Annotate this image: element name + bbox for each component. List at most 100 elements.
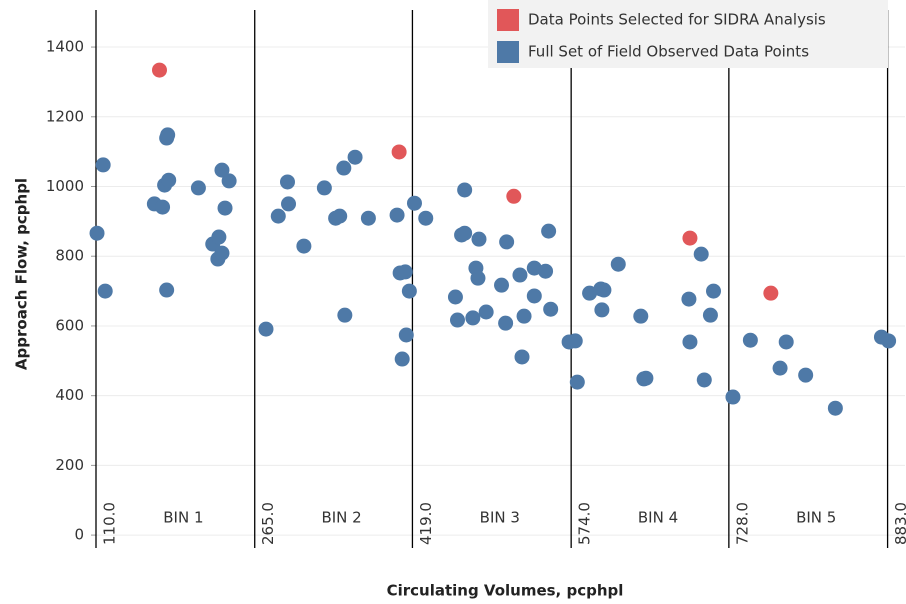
point xyxy=(217,200,233,216)
bin-label: BIN 5 xyxy=(796,509,836,527)
point xyxy=(512,267,528,283)
point xyxy=(155,199,171,215)
legend-label: Full Set of Field Observed Data Points xyxy=(528,43,809,61)
point xyxy=(95,157,111,173)
point xyxy=(702,307,718,323)
point xyxy=(567,333,583,349)
y-tick-label: 400 xyxy=(55,386,84,404)
point xyxy=(406,195,422,211)
point xyxy=(470,270,486,286)
point xyxy=(401,283,417,299)
point xyxy=(569,374,585,390)
y-axis-title: Approach Flow, pcphpl xyxy=(13,178,31,370)
legend-swatch xyxy=(497,9,519,31)
bin-edge-label: 883.0 xyxy=(892,502,906,545)
point xyxy=(582,285,598,301)
y-tick-label: 200 xyxy=(55,456,84,474)
bin-label: BIN 3 xyxy=(480,509,520,527)
point xyxy=(447,289,463,305)
point xyxy=(506,188,522,204)
point xyxy=(336,160,352,176)
point xyxy=(418,210,434,226)
point xyxy=(161,172,177,188)
point xyxy=(541,223,557,239)
point xyxy=(89,225,105,241)
point xyxy=(360,210,376,226)
point xyxy=(316,180,332,196)
point xyxy=(471,231,487,247)
point xyxy=(389,207,405,223)
point xyxy=(478,304,494,320)
point xyxy=(190,180,206,196)
point xyxy=(214,162,230,178)
point xyxy=(279,174,295,190)
point xyxy=(211,229,227,245)
x-axis-title: Circulating Volumes, pcphpl xyxy=(387,582,624,600)
point xyxy=(742,332,758,348)
point xyxy=(397,264,413,280)
point xyxy=(498,315,514,331)
bin-edge-label: 419.0 xyxy=(417,502,435,545)
point xyxy=(516,308,532,324)
point xyxy=(160,127,176,143)
point xyxy=(681,291,697,307)
point xyxy=(214,245,230,261)
point xyxy=(596,282,612,298)
bin-edge-label: 110.0 xyxy=(101,502,119,545)
point xyxy=(798,367,814,383)
point xyxy=(638,370,654,386)
bin-label: BIN 2 xyxy=(321,509,361,527)
point xyxy=(494,277,510,293)
y-tick-label: 1000 xyxy=(46,177,84,195)
legend-swatch xyxy=(497,41,519,63)
point xyxy=(332,208,348,224)
bin-label: BIN 1 xyxy=(163,509,203,527)
point xyxy=(725,389,741,405)
point xyxy=(449,312,465,328)
point xyxy=(633,308,649,324)
point xyxy=(394,351,410,367)
point xyxy=(337,307,353,323)
point xyxy=(682,334,698,350)
point xyxy=(398,327,414,343)
legend-box xyxy=(488,0,888,68)
point xyxy=(693,246,709,262)
point xyxy=(457,182,473,198)
point xyxy=(221,173,237,189)
bin-edge-label: 265.0 xyxy=(259,502,277,545)
point xyxy=(881,333,897,349)
point xyxy=(526,260,542,276)
point xyxy=(465,310,481,326)
point xyxy=(296,238,312,254)
point xyxy=(594,302,610,318)
y-tick-label: 800 xyxy=(55,247,84,265)
point xyxy=(151,62,167,78)
point xyxy=(538,263,554,279)
y-tick-label: 1200 xyxy=(46,107,84,125)
point xyxy=(391,144,407,160)
point xyxy=(682,230,698,246)
bin-edge-label: 574.0 xyxy=(576,502,594,545)
point xyxy=(514,349,530,365)
point xyxy=(763,285,779,301)
bin-edge-label: 728.0 xyxy=(733,502,751,545)
y-tick-label: 1400 xyxy=(46,38,84,56)
point xyxy=(499,234,515,250)
point xyxy=(772,360,788,376)
point xyxy=(778,334,794,350)
point xyxy=(457,225,473,241)
y-tick-label: 0 xyxy=(74,526,84,544)
point xyxy=(610,256,626,272)
point xyxy=(270,208,286,224)
point xyxy=(706,283,722,299)
point xyxy=(258,321,274,337)
point xyxy=(827,400,843,416)
y-tick-label: 600 xyxy=(55,316,84,334)
legend-label: Data Points Selected for SIDRA Analysis xyxy=(528,11,826,29)
bin-label: BIN 4 xyxy=(638,509,678,527)
point xyxy=(97,283,113,299)
point xyxy=(696,372,712,388)
point xyxy=(526,288,542,304)
